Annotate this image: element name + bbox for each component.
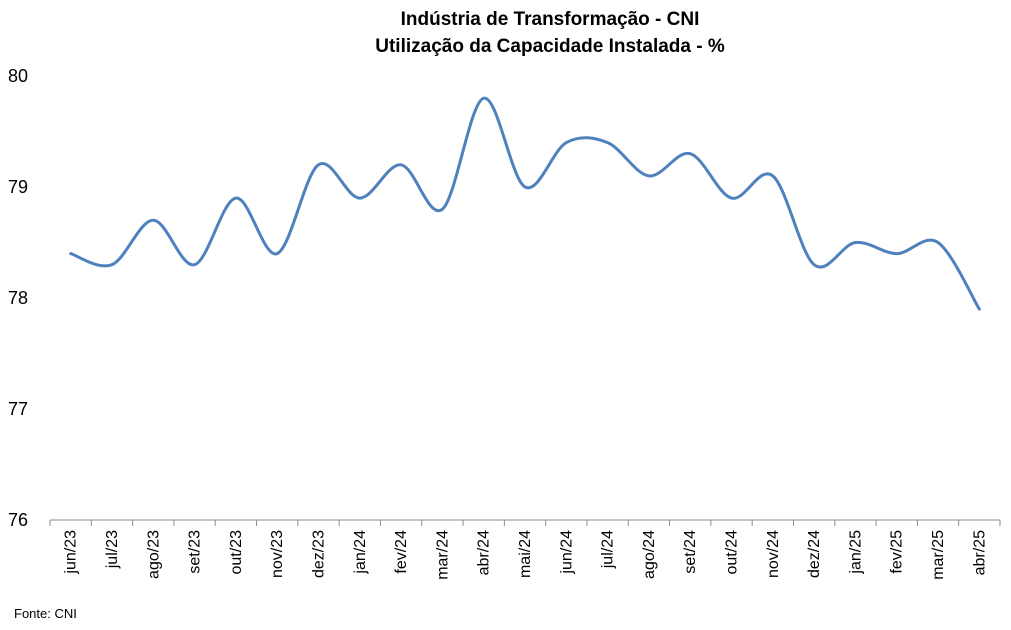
chart-title-line-1: Indústria de Transformação - CNI: [400, 9, 700, 30]
x-tick-label: set/23: [187, 530, 204, 574]
x-tick-label: dez/24: [806, 530, 823, 578]
x-tick-label: nov/23: [269, 530, 286, 578]
x-tick-label: jul/23: [104, 530, 121, 569]
y-tick-label: 77: [8, 399, 28, 419]
x-tick-label: jan/25: [847, 530, 864, 575]
series-layer: [69, 96, 981, 311]
x-tick-label: jun/23: [63, 530, 80, 575]
x-tick-label: jan/24: [352, 530, 369, 575]
x-tick-label: mai/24: [517, 530, 534, 578]
x-tick-label: mar/25: [930, 530, 947, 580]
x-axis: jun/23 jul/23 ago/23 set/23 out/23 nov/23 dez/…: [49, 519, 1001, 580]
source-note: Fonte: CNI: [14, 606, 77, 621]
x-tick-label: mar/24: [434, 530, 451, 580]
x-tick-label: set/24: [682, 530, 699, 574]
y-tick-label: 80: [8, 66, 28, 86]
x-tick-label: fev/25: [889, 530, 906, 574]
x-tick-label: out/24: [724, 530, 741, 575]
y-tick-label: 79: [8, 177, 28, 197]
x-tick-label: dez/23: [310, 530, 327, 578]
x-tick-label: ago/23: [145, 530, 162, 579]
x-tick-label: jun/24: [558, 530, 575, 575]
x-tick-label: jul/24: [600, 530, 617, 569]
y-tick-label: 76: [8, 510, 28, 530]
x-tick-label: ago/24: [641, 530, 658, 579]
x-tick-label: abr/25: [971, 530, 988, 575]
x-tick-label: fev/24: [393, 530, 410, 574]
x-tick-label: abr/24: [476, 530, 493, 575]
chart-title-line-2: Utilização da Capacidade Instalada - %: [375, 36, 725, 57]
chart-title: Indústria de Transformação - CNI Utiliza…: [0, 6, 1011, 60]
y-tick-label: 78: [8, 288, 28, 308]
y-axis-tick-labels: 76 77 78 79 80: [8, 66, 28, 530]
x-tick-label: nov/24: [765, 530, 782, 578]
x-tick-label: out/23: [228, 530, 245, 575]
series-line: [69, 96, 981, 311]
